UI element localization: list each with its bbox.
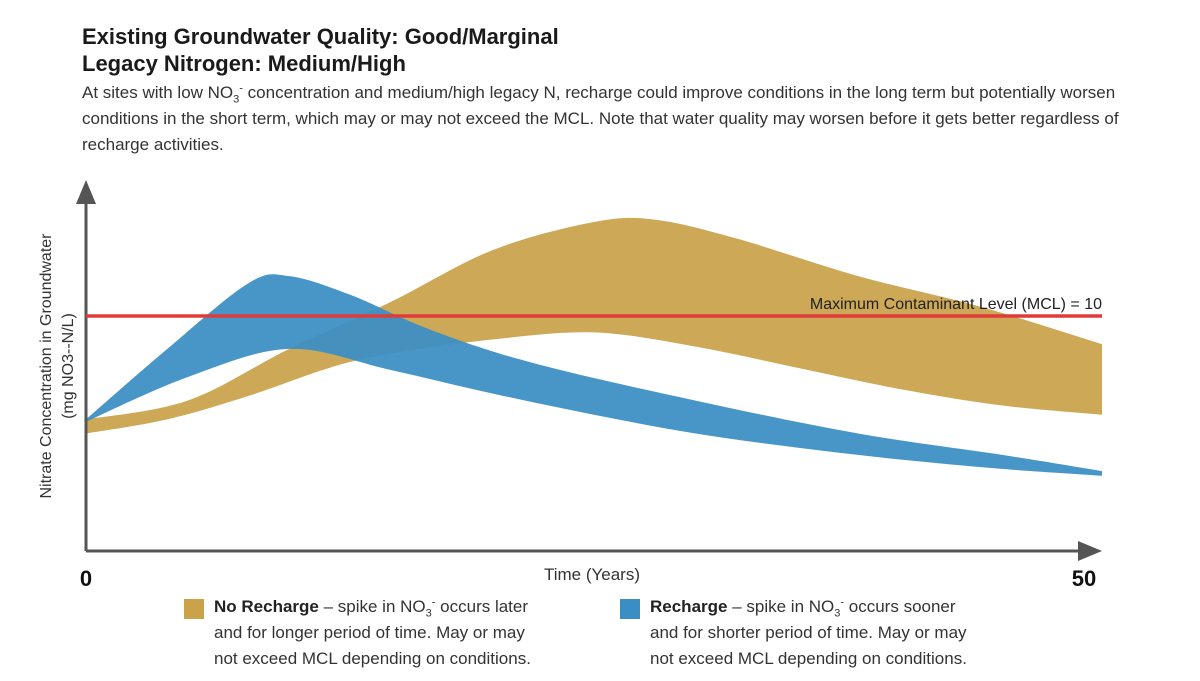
chart-title-line1: Existing Groundwater Quality: Good/Margi…: [82, 24, 559, 49]
legend-sub: 3: [425, 607, 432, 620]
legend-no-recharge-title: No Recharge: [214, 597, 319, 616]
chart-title-line2: Legacy Nitrogen: Medium/High: [82, 51, 406, 76]
legend-sub: 3: [834, 607, 841, 620]
x-tick-min: 0: [80, 566, 92, 591]
x-axis-arrow: [1078, 541, 1102, 561]
legend-sup: -: [431, 596, 436, 609]
legend-recharge-line2: and for shorter period of time. May or m…: [650, 623, 967, 642]
chart-description: At sites with low NO3- concentration and…: [82, 80, 1122, 158]
x-axis-label: Time (Years): [544, 565, 640, 584]
legend-recharge-line3: not exceed MCL depending on conditions.: [650, 649, 967, 668]
chart-bands: [86, 217, 1102, 476]
y-axis-arrow: [76, 180, 96, 204]
desc-sub: 3: [233, 93, 240, 106]
y-axis-label-line1: Nitrate Concentration in Groundwater: [38, 233, 55, 499]
legend-sup: -: [840, 596, 845, 609]
y-axis-label-line2: (mg NO3--N/L): [60, 313, 77, 419]
legend-swatch-no-recharge: [184, 599, 204, 619]
legend-recharge: Recharge – spike in NO3- occurs sooner a…: [650, 594, 967, 672]
mcl-label: Maximum Contaminant Level (MCL) = 10: [810, 296, 1102, 313]
band-recharge: [86, 274, 1102, 476]
legend-swatch-recharge: [620, 599, 640, 619]
desc-text-1: At sites with low NO: [82, 83, 234, 102]
legend-no-recharge-line3: not exceed MCL depending on conditions.: [214, 649, 531, 668]
x-tick-max: 50: [1072, 566, 1096, 591]
desc-sup: -: [239, 82, 243, 95]
legend-recharge-title: Recharge: [650, 597, 728, 616]
legend-no-recharge-text2: occurs later: [435, 597, 529, 616]
legend-recharge-text2: occurs sooner: [844, 597, 956, 616]
band-no-recharge: [86, 217, 1102, 434]
legend-no-recharge-text: – spike in NO: [318, 597, 426, 616]
legend-recharge-line1: Recharge – spike in NO3- occurs sooner: [650, 594, 967, 620]
legend-no-recharge-line2: and for longer period of time. May or ma…: [214, 623, 525, 642]
desc-text-2: concentration and medium/high legacy N, …: [82, 83, 1119, 154]
legend-no-recharge-line1: No Recharge – spike in NO3- occurs later: [214, 594, 531, 620]
legend-no-recharge: No Recharge – spike in NO3- occurs later…: [214, 594, 531, 672]
legend-recharge-text: – spike in NO: [727, 597, 835, 616]
